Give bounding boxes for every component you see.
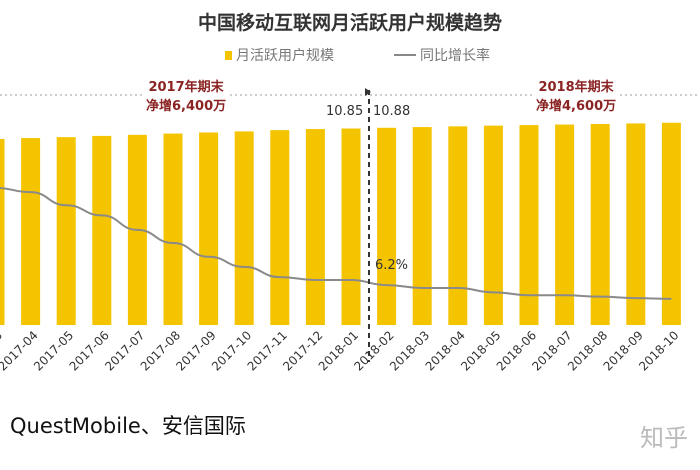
bar-2018-04	[448, 126, 468, 325]
bar-2017-06	[92, 135, 112, 325]
legend-label-bar: 月活跃用户规模	[236, 48, 334, 64]
bar-2017-05	[56, 137, 76, 325]
growth-rate-line	[0, 186, 672, 300]
legend-item-bar: 月活跃用户规模	[225, 45, 334, 65]
legend-swatch-line	[394, 54, 416, 56]
bar-2018-06	[519, 125, 539, 325]
source-note: QuestMobile、安信国际	[10, 414, 246, 438]
data-label-2017-12: 10.85	[326, 104, 364, 119]
bar-2017-10	[234, 131, 254, 325]
bar-2017-12	[305, 129, 325, 325]
legend-swatch-bar	[225, 50, 232, 60]
bar-2017-03	[0, 138, 5, 325]
bar-2017-04	[21, 138, 41, 325]
annotation-2018-line2: 净增4,600万	[536, 99, 617, 114]
data-label-2018-01: 10.88	[373, 104, 411, 119]
annotation-2018-line1: 2018年期末	[538, 80, 614, 95]
annotation-2017-line2: 净增6,400万	[146, 99, 227, 114]
bar-2017-08	[163, 133, 183, 325]
bar-2017-11	[270, 130, 290, 325]
chart-title: 中国移动互联网月活跃用户规模趋势	[197, 12, 502, 34]
annotation-2018: 2018年期末 净增4,600万	[533, 78, 620, 116]
legend-label-line: 同比增长率	[420, 48, 490, 64]
bar-2018-01	[341, 128, 361, 325]
bar-2018-03	[412, 127, 432, 325]
annotation-2017-line1: 2017年期末	[148, 80, 224, 95]
bar-2018-07	[555, 124, 575, 325]
bar-2018-02	[377, 127, 397, 326]
divider-arrow-icon	[365, 88, 371, 96]
x-tick-label: 2018-10	[636, 328, 681, 373]
bar-2018-09	[626, 123, 646, 325]
legend: 月活跃用户规模 同比增长率	[225, 45, 490, 65]
data-label-rate-2018-01: 6.2%	[375, 258, 409, 273]
annotation-2017: 2017年期末 净增6,400万	[143, 78, 230, 116]
bar-2018-08	[590, 123, 610, 325]
bar-2018-10	[661, 122, 681, 325]
watermark: 知乎	[640, 424, 688, 452]
legend-item-line: 同比增长率	[394, 45, 490, 65]
bar-2018-05	[483, 125, 503, 325]
bar-2017-09	[199, 132, 219, 325]
